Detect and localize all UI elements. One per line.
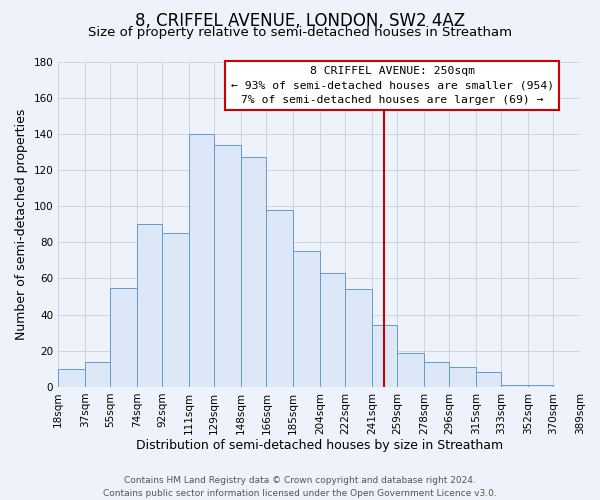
Bar <box>85 362 110 387</box>
Text: 8 CRIFFEL AVENUE: 250sqm
← 93% of semi-detached houses are smaller (954)
7% of s: 8 CRIFFEL AVENUE: 250sqm ← 93% of semi-d… <box>230 66 554 105</box>
Bar <box>241 158 266 387</box>
Text: 8, CRIFFEL AVENUE, LONDON, SW2 4AZ: 8, CRIFFEL AVENUE, LONDON, SW2 4AZ <box>135 12 465 30</box>
Bar <box>345 290 372 387</box>
Bar <box>110 288 137 387</box>
Bar <box>214 144 241 387</box>
Text: Size of property relative to semi-detached houses in Streatham: Size of property relative to semi-detach… <box>88 26 512 39</box>
Bar <box>397 352 424 387</box>
Bar <box>162 234 189 387</box>
Bar <box>189 134 214 387</box>
Bar <box>266 210 293 387</box>
Bar <box>137 224 162 387</box>
Bar <box>320 273 345 387</box>
Bar <box>58 369 85 387</box>
Bar <box>293 252 320 387</box>
X-axis label: Distribution of semi-detached houses by size in Streatham: Distribution of semi-detached houses by … <box>136 440 503 452</box>
Y-axis label: Number of semi-detached properties: Number of semi-detached properties <box>15 108 28 340</box>
Bar <box>501 385 528 387</box>
Text: Contains HM Land Registry data © Crown copyright and database right 2024.
Contai: Contains HM Land Registry data © Crown c… <box>103 476 497 498</box>
Bar <box>424 362 449 387</box>
Bar <box>372 326 397 387</box>
Bar <box>528 385 553 387</box>
Bar <box>476 372 501 387</box>
Bar <box>449 367 476 387</box>
